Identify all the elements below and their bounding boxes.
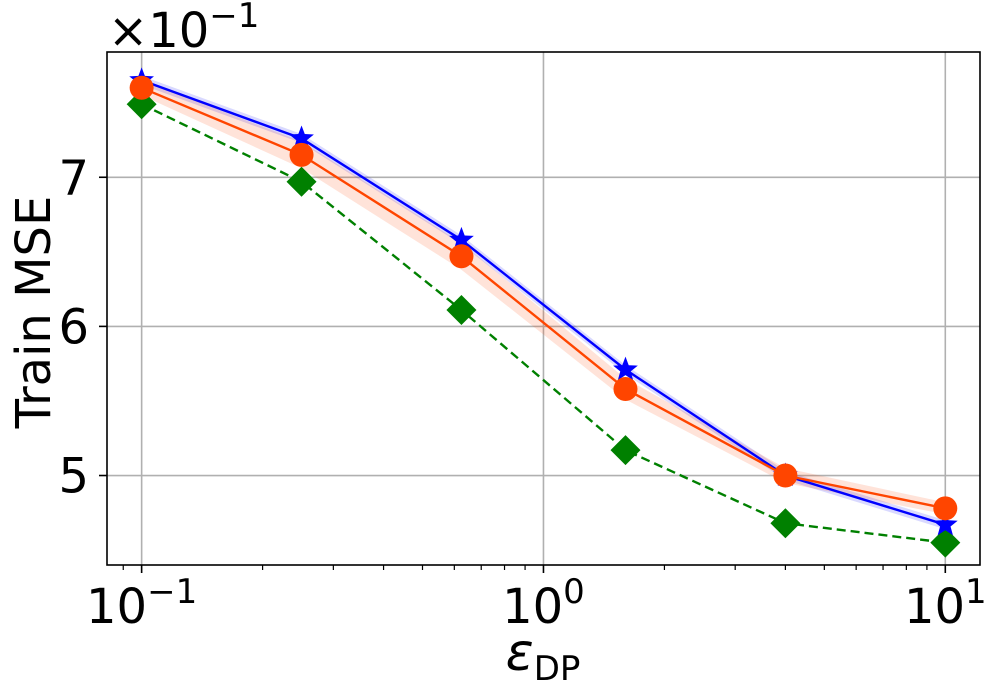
data-point (773, 463, 798, 488)
y-multiplier-exponent: −1 (209, 0, 259, 36)
data-point (289, 125, 314, 150)
y-multiplier-base: ×10 (108, 3, 209, 59)
data-point (933, 496, 958, 521)
x-axis-label-subscript: DP (534, 649, 581, 689)
data-point (613, 377, 638, 402)
y-tick-label: 5 (58, 449, 89, 505)
y-axis-multiplier: ×10−1 (108, 0, 259, 59)
x-axis-label-symbol: ε (506, 623, 534, 683)
series-band (141, 80, 946, 515)
y-axis-label: Train MSE (6, 196, 62, 430)
data-point (289, 142, 314, 167)
data-point (610, 435, 641, 466)
data-point (449, 244, 474, 269)
x-tick-label: 100 (502, 572, 585, 635)
data-point (613, 356, 638, 381)
x-tick-label: 10−1 (86, 572, 197, 635)
series-line (141, 103, 946, 544)
data-point (770, 508, 801, 539)
y-tick-label: 7 (58, 150, 89, 206)
y-tick-label: 6 (58, 299, 89, 355)
band-layer (141, 75, 946, 530)
data-point (930, 527, 961, 558)
data-point (286, 166, 317, 197)
series-line (141, 86, 946, 510)
x-tick-label: 101 (904, 572, 987, 635)
data-point (446, 294, 477, 325)
series-layer (126, 67, 961, 558)
tick-layer: 10−1 100 101 5 6 7 (58, 150, 986, 635)
data-point (449, 226, 474, 251)
data-point (932, 511, 958, 536)
data-point (129, 75, 154, 100)
grid-layer (107, 52, 980, 565)
series-band (141, 75, 946, 530)
series-line (141, 79, 946, 526)
x-axis-label: εDP (506, 623, 581, 689)
